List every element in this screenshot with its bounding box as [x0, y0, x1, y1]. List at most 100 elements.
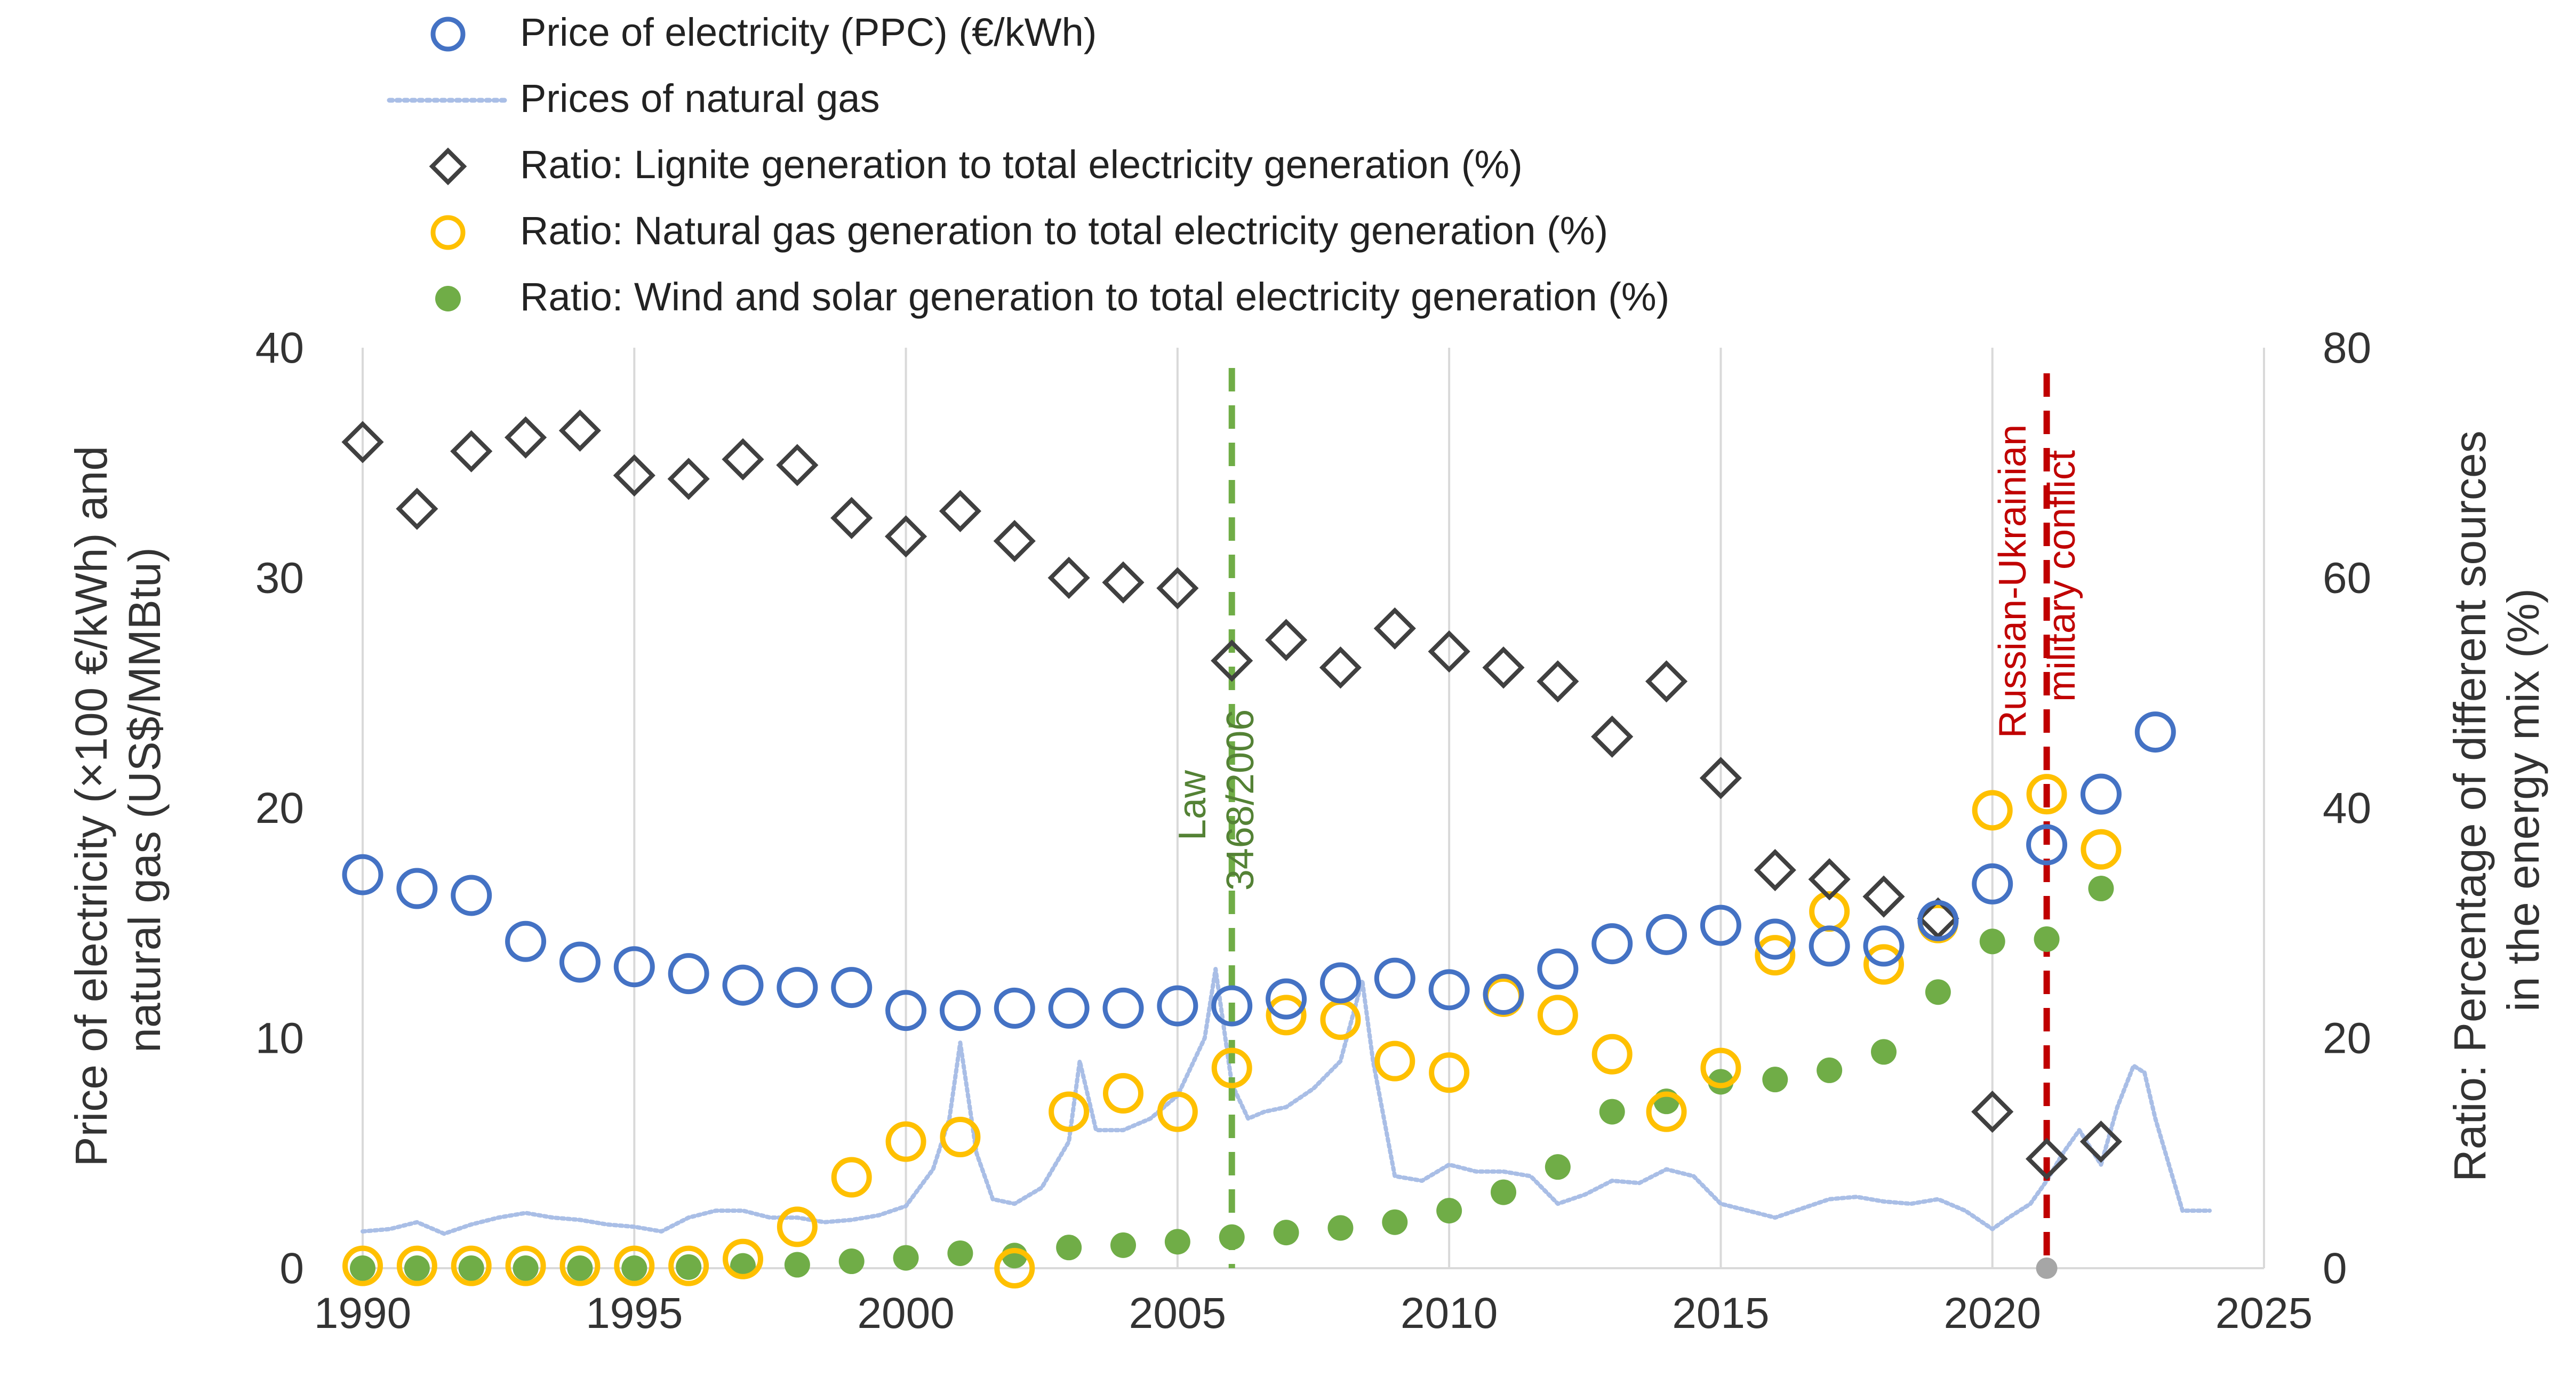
legend-label-gas-ratio: Ratio: Natural gas generation to total e… [520, 209, 1608, 253]
y-right-tick-label: 60 [2323, 554, 2371, 603]
point-wind-solar [1491, 1179, 1516, 1205]
point-wind-solar [513, 1255, 539, 1281]
point-wind-solar [1817, 1057, 1843, 1083]
legend-item-gas-ratio: Ratio: Natural gas generation to total e… [430, 209, 1608, 253]
x-tick-label: 2005 [1129, 1289, 1226, 1338]
point-gas-ratio [777, 1206, 818, 1247]
x-tick-label: 2000 [857, 1289, 954, 1338]
point-electricity [668, 953, 709, 995]
point-electricity [777, 967, 818, 1008]
legend-item-natural-gas-prices: Prices of natural gas [387, 76, 880, 121]
point-electricity [1917, 900, 1959, 941]
x-tick-label: 1995 [586, 1289, 683, 1338]
legend-item-lignite: Ratio: Lignite generation to total elect… [429, 142, 1523, 187]
point-gas-ratio [505, 1245, 546, 1286]
point-gas-ratio [1700, 1047, 1741, 1088]
axes: 1990 1995 2000 2005 2010 2015 2020 202501020304… [255, 324, 2371, 1338]
point-gas-ratio [2081, 829, 2122, 870]
point-gas-ratio [831, 1157, 872, 1198]
y-left-tick-label: 20 [255, 784, 304, 832]
point-gas-ratio [1266, 995, 1307, 1036]
point-wind-solar [1219, 1224, 1245, 1250]
y-right-tick-label: 80 [2323, 324, 2371, 372]
point-gas-ratio [1049, 1091, 1090, 1132]
point-gas-ratio [1537, 995, 1578, 1036]
vertical-gridlines [362, 348, 2265, 1268]
point-wind-solar [676, 1254, 702, 1280]
point-wind-solar [730, 1253, 756, 1279]
y-right-tick-label: 20 [2323, 1014, 2371, 1063]
annotation-law-line2: 3468/2006 [1219, 709, 1262, 891]
y-axis-left-label-line2: natural gas (US$/MMBtu) [119, 547, 170, 1053]
point-wind-solar [2034, 926, 2060, 952]
point-gas-ratio [342, 1245, 383, 1286]
point-wind-solar [1979, 928, 2005, 955]
point-electricity [559, 941, 601, 983]
legend-marker-lignite [429, 147, 467, 186]
point-lignite [450, 430, 493, 473]
point-lignite [396, 487, 438, 530]
point-electricity [994, 987, 1035, 1029]
point-lignite [776, 444, 819, 486]
point-gas-ratio [940, 1117, 981, 1158]
gas-price-line [361, 967, 2212, 1236]
point-lignite [1047, 556, 1090, 599]
y-left-tick-label: 0 [279, 1244, 304, 1293]
point-lignite [613, 454, 655, 497]
y-axis-right-label-line1: Ratio: Percentage of different sources [2445, 430, 2495, 1182]
point-gas-ratio [614, 1245, 655, 1286]
point-gas-ratio [668, 1245, 709, 1286]
legend-marker-wind-solar [435, 286, 461, 311]
legend-item-wind-solar: Ratio: Wind and solar generation to tota… [435, 275, 1669, 319]
y-left-tick-label: 10 [255, 1014, 304, 1063]
y-axis-right-label: Ratio: Percentage of different sources i… [2445, 418, 2548, 1182]
point-lignite [722, 438, 764, 481]
legend-marker-electricity [430, 17, 466, 52]
point-wind-solar [1545, 1154, 1571, 1180]
point-lignite [2025, 1138, 2068, 1180]
point-electricity [1591, 923, 1633, 965]
point-electricity [939, 990, 981, 1031]
point-lignite [1537, 660, 1579, 703]
point-gas-ratio [1103, 1073, 1143, 1114]
annotation-conflict-line2: military conflict [2041, 450, 2083, 702]
x-tick-label: 2020 [1944, 1289, 2041, 1338]
legend-label-wind-solar: Ratio: Wind and solar generation to tota… [520, 275, 1669, 319]
point-lignite [1971, 1090, 2014, 1133]
point-gas-ratio [994, 1248, 1035, 1288]
point-wind-solar [458, 1255, 484, 1281]
point-electricity [396, 868, 438, 909]
point-electricity [1646, 914, 1687, 955]
point-electricity [1863, 925, 1905, 967]
point-electricity [505, 920, 547, 962]
conflict-marker [2036, 1258, 2058, 1279]
point-lignite [2079, 1120, 2123, 1163]
point-wind-solar [621, 1255, 647, 1281]
point-electricity [1266, 978, 1307, 1020]
annotation-conflict-line1: Russian-Ukrainian [1991, 425, 2034, 738]
point-lignite [1265, 619, 1308, 661]
point-gas-ratio [1211, 1047, 1252, 1088]
x-tick-label: 2025 [2215, 1289, 2313, 1338]
y-axis-left-label-line1: Price of electricity (×100 €/kWh) and [66, 446, 116, 1167]
point-gas-ratio [885, 1121, 926, 1162]
point-electricity [1102, 987, 1144, 1029]
point-lignite [1917, 897, 1959, 940]
legend: Price of electricity (PPC) (€/kWh) Price… [387, 10, 1669, 319]
legend-label-natural-gas-prices: Prices of natural gas [520, 76, 880, 121]
x-tick-label: 2010 [1401, 1289, 1498, 1338]
point-electricity [885, 990, 927, 1031]
x-tick-label: 2015 [1672, 1289, 1769, 1338]
annotation-law-line1: Law [1171, 770, 1214, 840]
point-lignite [1808, 858, 1851, 901]
point-wind-solar [1056, 1235, 1082, 1261]
point-gas-ratio [1755, 935, 1796, 976]
legend-label-lignite: Ratio: Lignite generation to total elect… [520, 142, 1523, 187]
point-electricity [2134, 711, 2176, 753]
point-lignite [1373, 607, 1416, 650]
point-lignite [1319, 646, 1362, 689]
point-electricity [1157, 985, 1198, 1027]
point-wind-solar [1871, 1039, 1897, 1065]
point-lignite [558, 409, 602, 452]
